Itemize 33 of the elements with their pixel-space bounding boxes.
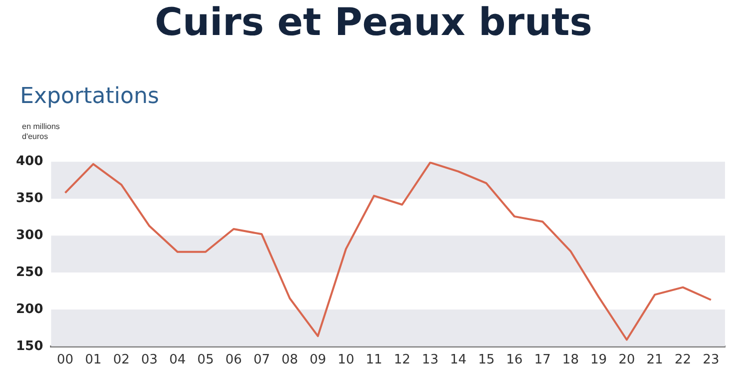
chart-subtitle: Exportations: [20, 84, 160, 109]
y-tick-label: 200: [16, 302, 44, 317]
x-tick-label: 15: [478, 352, 495, 368]
x-tick-label: 17: [534, 352, 551, 368]
x-tick-label: 23: [702, 352, 720, 368]
x-tick-label: 20: [618, 352, 635, 368]
x-tick-label: 13: [422, 352, 438, 368]
y-tick-label: 350: [16, 191, 44, 206]
x-tick-label: 06: [225, 352, 242, 368]
x-tick-label: 11: [366, 352, 382, 368]
x-tick-label: 10: [338, 352, 354, 368]
x-tick-label: 01: [84, 352, 102, 368]
x-tick-label: 22: [674, 352, 692, 368]
x-tick-label: 19: [590, 352, 607, 368]
y-tick-label: 250: [16, 264, 44, 280]
x-tick-label: 04: [169, 352, 186, 368]
x-tick-label: 05: [197, 352, 214, 368]
x-tick-label: 21: [646, 352, 664, 368]
x-tick-label: 07: [253, 352, 270, 368]
x-tick-label: 02: [113, 352, 130, 368]
x-tick-label: 00: [56, 352, 74, 368]
x-tick-label: 08: [282, 352, 298, 368]
x-tick-label: 14: [450, 352, 467, 368]
y-tick-label: 300: [16, 228, 44, 244]
x-tick-label: 16: [506, 352, 523, 368]
y-axis-title: en millions d'euros: [22, 122, 61, 142]
y-tick-label: 150: [16, 338, 44, 354]
x-tick-label: 09: [310, 352, 326, 368]
y-tick-label: 400: [16, 154, 44, 170]
x-tick-label: 12: [394, 352, 410, 368]
x-tick-label: 18: [562, 352, 579, 368]
x-tick-label: 03: [141, 352, 158, 368]
chart-title: Cuirs et Peaux bruts: [154, 0, 594, 44]
